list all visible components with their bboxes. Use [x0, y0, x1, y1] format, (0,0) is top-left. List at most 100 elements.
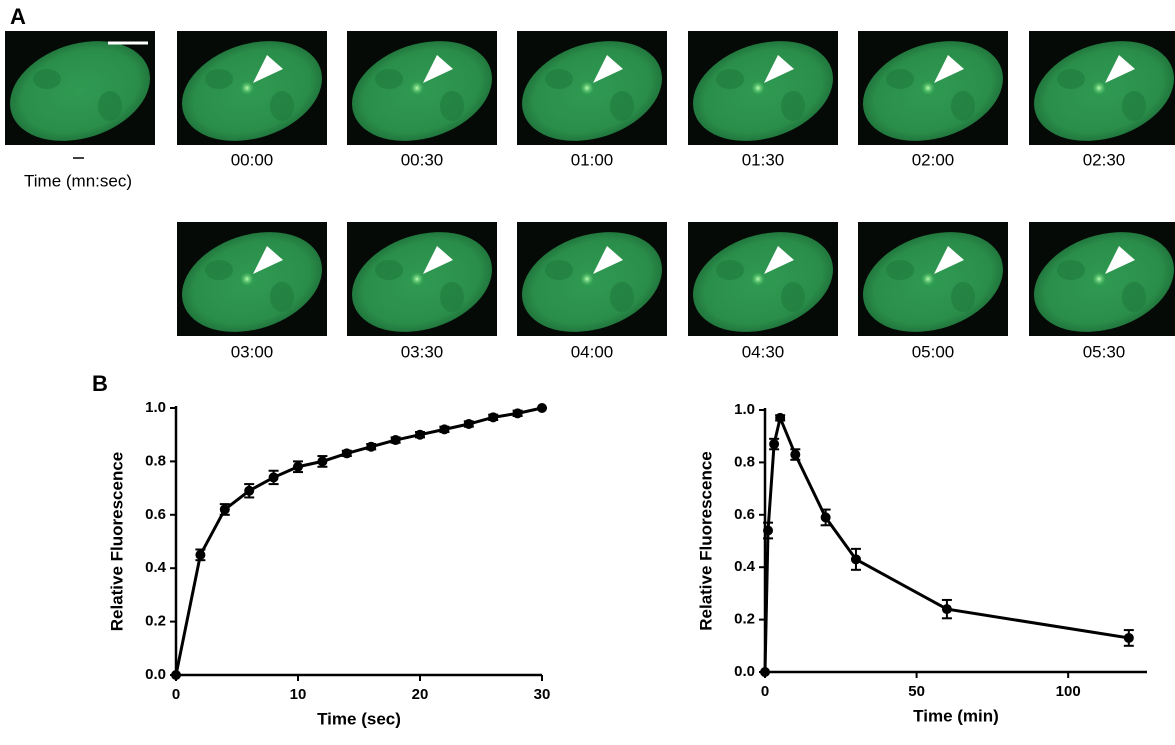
nucleolus: [270, 91, 294, 121]
nucleolus: [1057, 69, 1085, 89]
micrograph: [858, 31, 1008, 145]
micrograph: [688, 222, 838, 336]
time-label: 02:00: [912, 150, 955, 169]
nucleolus: [270, 282, 294, 312]
focus-spot: [751, 81, 765, 95]
focus-spot: [921, 272, 935, 286]
data-point: [244, 485, 255, 496]
arrowhead: [423, 55, 453, 83]
time-label: 04:00: [571, 342, 614, 361]
y-tick-label: 1.0: [734, 401, 755, 418]
time-label: 00:00: [231, 150, 274, 169]
y-tick-label: 0.2: [145, 613, 166, 630]
y-tick-label: 0.6: [145, 506, 166, 523]
data-point: [366, 441, 377, 452]
data-line: [174, 406, 543, 676]
x-tick-label: 0: [172, 686, 180, 703]
data-point: [769, 439, 780, 450]
data-point: [390, 435, 401, 446]
data-point: [760, 667, 770, 677]
nucleolus: [1122, 91, 1146, 121]
time-label: 02:30: [1083, 150, 1126, 169]
nucleolus: [886, 69, 914, 89]
y-tick-label: 0.4: [145, 559, 167, 576]
arrowhead: [1105, 246, 1135, 274]
y-tick-label: 0.8: [145, 452, 166, 469]
y-tick-label: 0.6: [734, 506, 755, 523]
data-line: [763, 412, 1130, 673]
x-axis-label: Time (min): [913, 706, 999, 725]
arrowhead: [934, 246, 964, 274]
focus-spot: [751, 272, 765, 286]
focus-spot: [410, 272, 424, 286]
data-point: [763, 525, 774, 536]
focus-spot: [921, 81, 935, 95]
nucleolus: [1057, 260, 1085, 280]
micrograph: [1029, 222, 1175, 336]
nucleolus: [886, 260, 914, 280]
x-tick-label: 50: [908, 683, 925, 700]
micrograph: [1029, 31, 1175, 145]
arrowhead: [1105, 55, 1135, 83]
data-point: [415, 429, 425, 440]
nucleolus: [610, 282, 634, 312]
x-tick-label: 0: [761, 683, 769, 700]
nucleolus: [545, 69, 573, 89]
time-label: 03:00: [231, 342, 274, 361]
y-axis-label: Relative Fluorescence: [107, 452, 126, 632]
micrograph: [858, 222, 1008, 336]
x-tick-label: 20: [412, 686, 429, 703]
nucleolus: [375, 69, 403, 89]
micrograph: [5, 31, 155, 145]
data-point: [850, 554, 861, 565]
data-point: [790, 449, 801, 460]
focus-spot: [580, 81, 594, 95]
arrowhead: [593, 246, 623, 274]
nucleolus: [951, 282, 975, 312]
micrograph: [517, 222, 667, 336]
focus-spot: [240, 272, 254, 286]
data-point: [1123, 632, 1134, 643]
x-tick-label: 100: [1056, 683, 1081, 700]
focus-spot: [1092, 272, 1106, 286]
time-caption: Time (mn:sec): [24, 171, 132, 190]
nucleolus: [98, 91, 122, 121]
micrograph: [688, 31, 838, 145]
data-point: [317, 456, 328, 467]
y-tick-label: 0.2: [734, 611, 755, 628]
y-tick-label: 0.4: [734, 558, 756, 575]
data-point: [537, 403, 547, 413]
arrowhead: [253, 55, 283, 83]
nucleolus: [33, 69, 61, 89]
nucleolus: [1122, 282, 1146, 312]
panel-label: A: [10, 4, 26, 29]
nucleolus: [781, 91, 805, 121]
y-tick-label: 1.0: [145, 399, 166, 416]
data-point: [941, 604, 952, 615]
arrowhead: [764, 246, 794, 274]
nucleolus: [951, 91, 975, 121]
data-point: [293, 461, 303, 472]
data-point: [219, 504, 230, 515]
x-axis-label: Time (sec): [317, 709, 401, 728]
nucleolus: [716, 69, 744, 89]
nucleolus: [375, 260, 403, 280]
data-point: [488, 412, 499, 423]
micrograph: [347, 222, 497, 336]
arrowhead: [764, 55, 794, 83]
y-axis-label: Relative Fluorescence: [696, 451, 715, 631]
nucleolus: [205, 260, 233, 280]
arrowhead: [253, 246, 283, 274]
arrowhead: [593, 55, 623, 83]
time-label: 01:00: [571, 150, 614, 169]
nucleolus: [440, 91, 464, 121]
data-point: [512, 408, 523, 419]
y-tick-label: 0.8: [734, 453, 755, 470]
data-point: [268, 472, 279, 483]
focus-spot: [580, 272, 594, 286]
focus-spot: [410, 81, 424, 95]
data-point: [195, 549, 206, 560]
nucleolus: [205, 69, 233, 89]
time-label: 05:30: [1083, 342, 1126, 361]
